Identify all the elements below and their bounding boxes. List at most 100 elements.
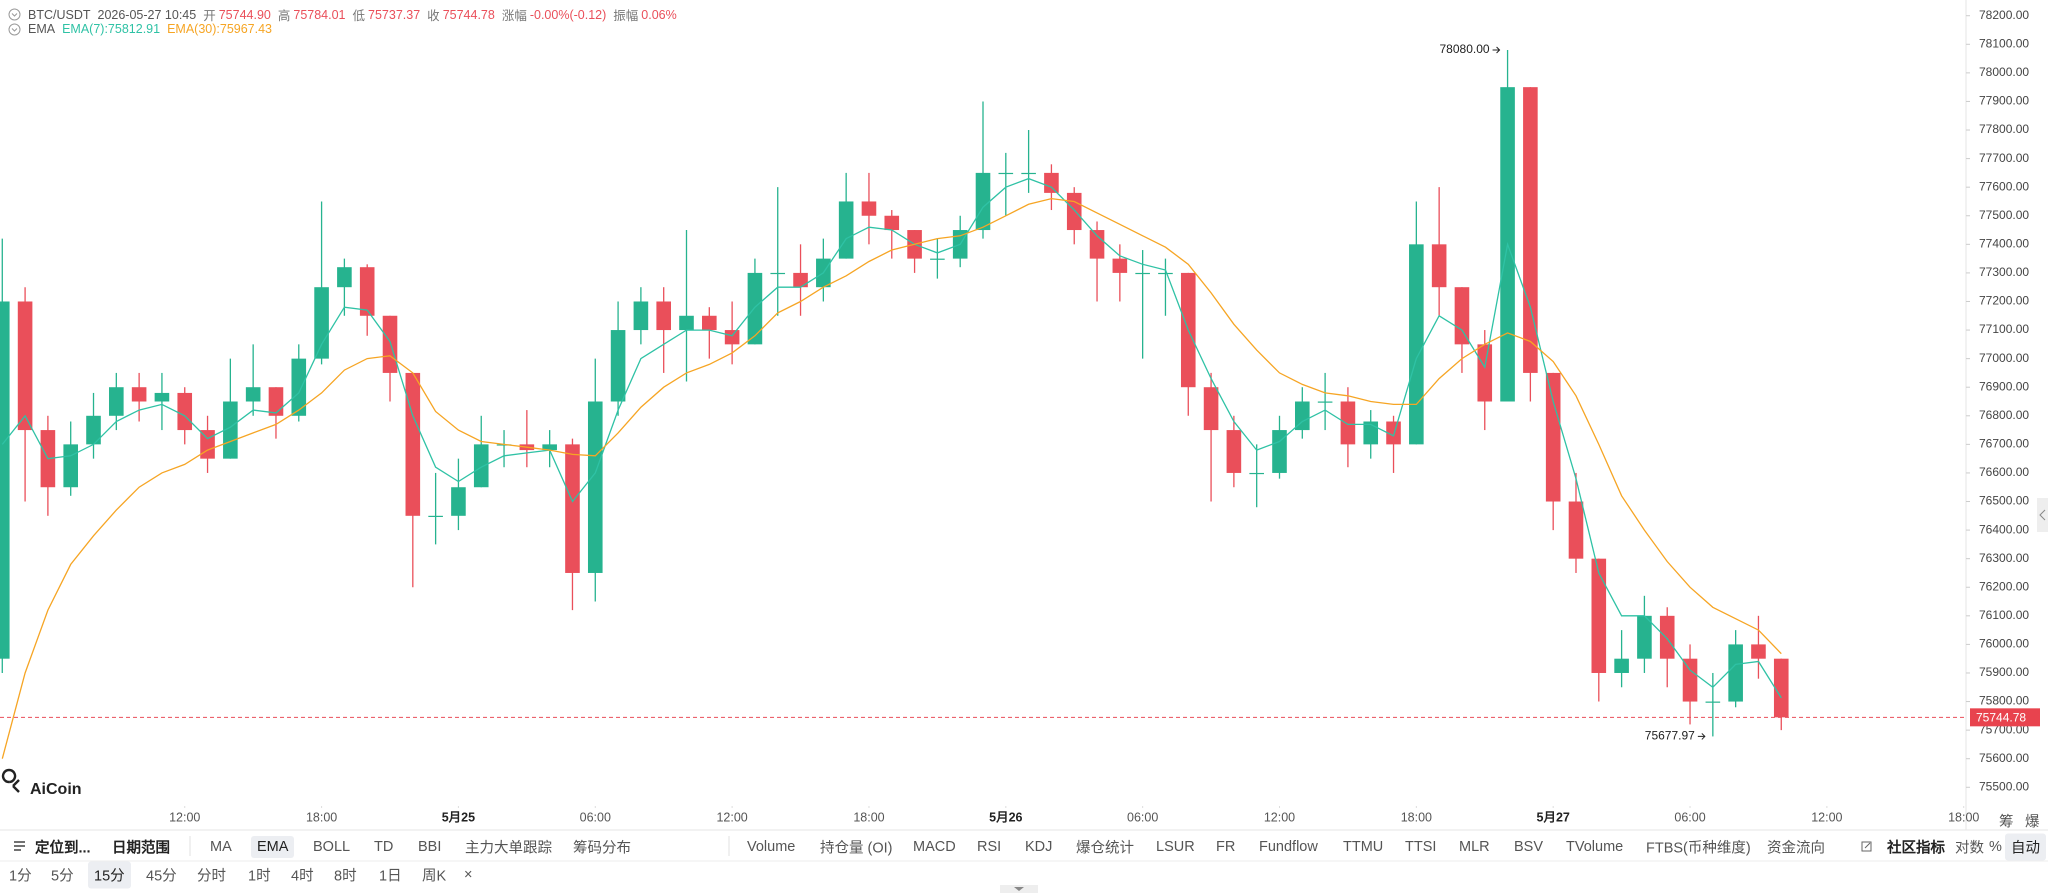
- candle-body: [109, 387, 124, 416]
- period-item[interactable]: 15分: [88, 861, 131, 889]
- period-item[interactable]: 45分: [146, 868, 177, 885]
- side-handle[interactable]: [2037, 498, 2048, 532]
- y-tick-label: 77700.00: [1979, 151, 2029, 165]
- candle-body: [1659, 615, 1675, 659]
- y-tick-label: 77800.00: [1979, 122, 2029, 136]
- field-label: 开: [203, 9, 216, 23]
- field-label: 低: [352, 9, 366, 23]
- period-item[interactable]: 1时: [248, 868, 271, 885]
- toolbar-item[interactable]: KDJ: [1025, 839, 1053, 855]
- logo: AiCoin: [30, 781, 82, 798]
- candle-body: [542, 444, 557, 451]
- toolbar-item[interactable]: Fundflow: [1259, 839, 1318, 855]
- toolbar-item[interactable]: BBI: [418, 839, 442, 855]
- corner-item[interactable]: 筹: [1999, 814, 2014, 831]
- candle-body: [610, 330, 626, 402]
- candle-body: [1545, 372, 1561, 502]
- toolbar-item[interactable]: 筹码分布: [573, 840, 631, 857]
- toolbar-item[interactable]: RSI: [977, 839, 1002, 855]
- candle-body: [1523, 87, 1538, 373]
- candle-body: [565, 444, 580, 573]
- candle-body: [63, 444, 79, 488]
- toolbar-item[interactable]: TTMU: [1343, 839, 1384, 855]
- period-item[interactable]: 1日: [379, 868, 402, 885]
- candle-body: [405, 372, 421, 516]
- toolbar-item[interactable]: TVolume: [1566, 839, 1624, 855]
- toolbar-item[interactable]: LSUR: [1156, 839, 1195, 855]
- y-tick-label: 77900.00: [1979, 94, 2029, 108]
- candle-body: [177, 392, 193, 431]
- period-item[interactable]: 5分: [51, 868, 74, 885]
- period-item[interactable]: 1分: [9, 868, 32, 885]
- y-tick-label: 75800.00: [1979, 694, 2029, 708]
- y-tick-label: 75600.00: [1979, 751, 2029, 765]
- x-tick-label: 06:00: [1127, 810, 1158, 824]
- y-tick-label: 76500.00: [1979, 494, 2029, 508]
- x-tick-label: 18:00: [853, 810, 884, 824]
- extreme-label: 78080.00: [1440, 42, 1490, 56]
- toolbar-item[interactable]: BSV: [1514, 839, 1544, 855]
- candle-body: [451, 487, 466, 516]
- candle-body: [1386, 421, 1401, 445]
- toolbar-item[interactable]: 社区指标: [1887, 840, 1945, 857]
- x-tick-label: 18:00: [306, 810, 337, 824]
- toolbar-item[interactable]: FR: [1216, 839, 1236, 855]
- toolbar-item[interactable]: MACD: [913, 839, 956, 855]
- toolbar-item[interactable]: TTSI: [1405, 839, 1437, 855]
- time: 2026-05-27 10:45: [97, 7, 197, 22]
- toolbar-item[interactable]: 对数: [1955, 840, 1984, 857]
- period-item[interactable]: 分时: [197, 868, 226, 885]
- candle-body: [770, 272, 786, 275]
- y-tick-label: 76600.00: [1979, 465, 2029, 479]
- candle-body: [1431, 244, 1447, 288]
- toolbar-item[interactable]: 自动: [2005, 833, 2046, 861]
- extreme-arrow: [1697, 733, 1706, 740]
- toolbar-item[interactable]: %: [1989, 839, 2002, 855]
- candle-body: [930, 258, 945, 260]
- toolbar-item[interactable]: FTBS(币种维度): [1646, 840, 1751, 857]
- period-item[interactable]: 8时: [334, 868, 357, 885]
- candle-body: [1089, 230, 1105, 259]
- field-label: 高: [277, 9, 291, 23]
- candle-body: [633, 301, 649, 331]
- candle-body: [86, 415, 101, 445]
- toolbar-item[interactable]: EMA: [251, 836, 295, 858]
- toolbar-item[interactable]: 爆仓统计: [1076, 840, 1134, 857]
- toolbar-item[interactable]: TD: [374, 839, 394, 855]
- candle-body: [1728, 644, 1743, 702]
- toolbar-item[interactable]: 定位到...: [35, 840, 91, 857]
- toolbar-item[interactable]: 持仓量 (OI): [820, 840, 893, 857]
- toolbar-item[interactable]: MA: [210, 839, 232, 855]
- field-label: 涨幅: [501, 9, 527, 23]
- y-tick-label: 76300.00: [1979, 551, 2029, 565]
- corner-item[interactable]: 爆: [2025, 814, 2040, 831]
- collapse-icon[interactable]: [8, 8, 21, 21]
- toolbar-item[interactable]: 日期范围: [112, 840, 170, 857]
- y-tick-label: 77400.00: [1979, 237, 2029, 251]
- candle-body: [1568, 501, 1584, 559]
- candle-body: [131, 387, 147, 402]
- candle-body: [861, 201, 877, 216]
- toolbar-item[interactable]: Volume: [747, 839, 796, 855]
- candle-body: [587, 401, 603, 573]
- symbol: BTC/USDT: [28, 7, 91, 22]
- toolbar-item[interactable]: 资金流向: [1767, 840, 1825, 857]
- toolbar-item[interactable]: MLR: [1459, 839, 1490, 855]
- period-item[interactable]: 4时: [291, 868, 314, 885]
- y-tick-label: 76100.00: [1979, 608, 2029, 622]
- period-item[interactable]: ×: [464, 867, 473, 883]
- candle-body: [1272, 430, 1287, 473]
- logo-icon: [1, 768, 20, 793]
- field-label: 振幅: [613, 9, 639, 23]
- period-item[interactable]: 周K: [422, 868, 447, 885]
- candle-body: [1203, 387, 1219, 431]
- x-tick-label: 06:00: [580, 810, 611, 824]
- candle-body: [473, 444, 489, 488]
- collapse-icon[interactable]: [8, 23, 21, 36]
- candle-body: [1066, 192, 1082, 231]
- toolbar-item[interactable]: 主力大单跟踪: [465, 840, 552, 857]
- candle-body: [337, 267, 352, 288]
- candle-body: [291, 358, 307, 416]
- toolbar-item[interactable]: BOLL: [313, 839, 351, 855]
